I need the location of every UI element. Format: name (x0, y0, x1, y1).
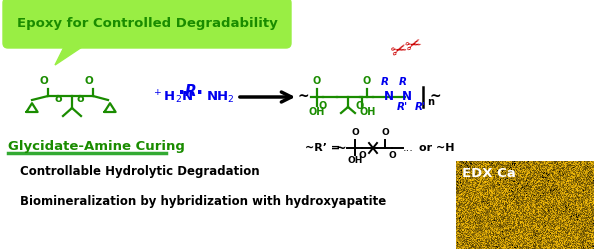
Text: R': R' (415, 102, 426, 112)
Text: Epoxy for Controlled Degradability: Epoxy for Controlled Degradability (17, 18, 278, 30)
Text: ~: ~ (297, 90, 309, 104)
Text: or ~H: or ~H (419, 143, 455, 153)
Text: O: O (319, 101, 327, 111)
Text: ~: ~ (429, 90, 441, 104)
Text: O: O (351, 128, 359, 137)
Text: ~R’ =: ~R’ = (305, 143, 340, 153)
Polygon shape (55, 45, 85, 65)
Text: O: O (356, 101, 364, 111)
Text: O: O (358, 151, 366, 160)
Text: $^+$H$_2$N: $^+$H$_2$N (152, 88, 193, 106)
Text: OH: OH (347, 156, 362, 165)
Text: OH: OH (309, 107, 325, 117)
Text: R: R (185, 84, 197, 100)
FancyBboxPatch shape (3, 0, 291, 48)
Text: Biomineralization by hybridization with hydroxyapatite: Biomineralization by hybridization with … (20, 195, 386, 208)
Text: ·: · (178, 84, 185, 103)
Text: O: O (381, 128, 389, 137)
Text: N: N (384, 90, 394, 102)
Text: EDX Ca: EDX Ca (462, 167, 516, 180)
Text: O: O (40, 76, 48, 86)
Text: ·: · (196, 84, 203, 103)
Text: O: O (363, 76, 371, 86)
Text: o: o (76, 94, 84, 104)
Text: Glycidate-Amine Curing: Glycidate-Amine Curing (8, 140, 185, 153)
Text: NH$_2$: NH$_2$ (206, 90, 235, 104)
Text: ~: ~ (336, 142, 346, 154)
Text: O: O (85, 76, 93, 86)
Text: ...: ... (403, 143, 414, 153)
Text: ✂✂: ✂✂ (388, 34, 426, 62)
Text: N: N (402, 90, 412, 102)
Text: O: O (313, 76, 321, 86)
Text: R': R' (397, 102, 408, 112)
Text: OH: OH (360, 107, 376, 117)
Text: R: R (381, 77, 389, 87)
Text: o: o (54, 94, 62, 104)
Text: Controllable Hydrolytic Degradation: Controllable Hydrolytic Degradation (20, 165, 259, 178)
Text: R: R (399, 77, 407, 87)
Text: n: n (427, 97, 434, 107)
Text: O: O (388, 151, 396, 160)
